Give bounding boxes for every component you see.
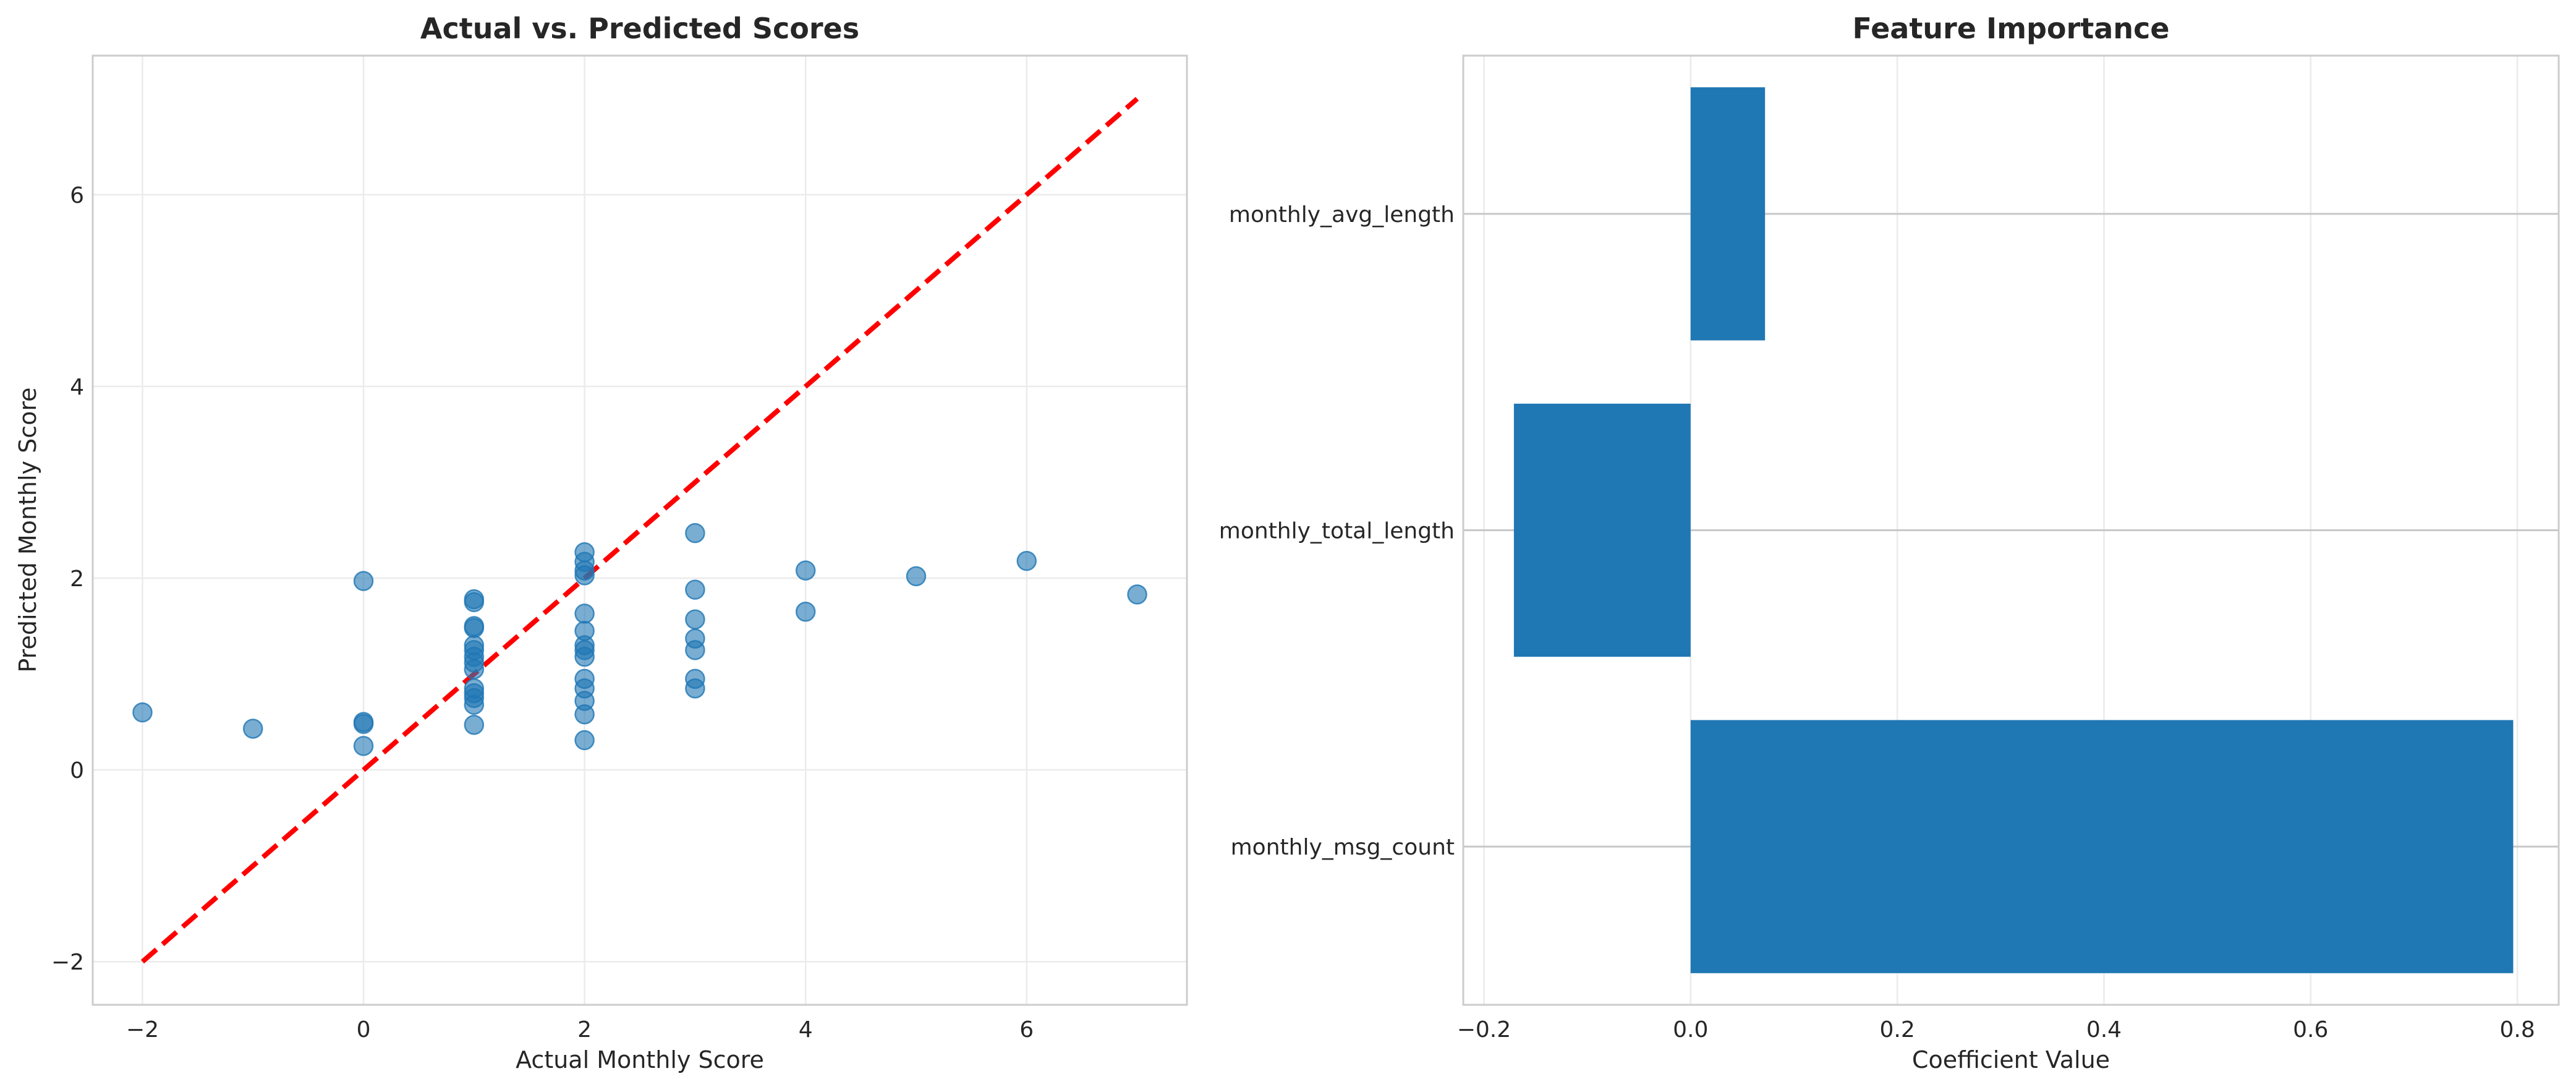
bar-x-tick-label: 0.0 — [1673, 1017, 1708, 1043]
scatter-y-tick-label: −2 — [51, 950, 84, 975]
scatter-point — [574, 730, 595, 751]
scatter-point — [1016, 550, 1037, 571]
scatter-point — [685, 609, 705, 629]
bar-x-ticks: −0.2 0.0 0.2 0.4 0.6 0.8 — [1457, 1017, 2535, 1043]
bar-category-labels: monthly_msg_count monthly_total_length mon… — [1219, 202, 1455, 860]
scatter-y-tick-label: 2 — [70, 566, 84, 592]
scatter-title: Actual vs. Predicted Scores — [420, 12, 859, 45]
scatter-reference-line — [140, 96, 1139, 964]
scatter-point — [685, 678, 705, 699]
scatter-point — [132, 702, 153, 723]
bar-bars — [1513, 87, 2514, 973]
bar-x-tick-label: 0.8 — [2499, 1017, 2535, 1043]
scatter-x-tick-label: 4 — [799, 1017, 813, 1043]
scatter-point — [795, 602, 816, 622]
bar-category-label: monthly_msg_count — [1231, 835, 1455, 860]
scatter-point — [574, 646, 595, 667]
bar-monthly_total_length — [1513, 403, 1691, 657]
scatter-y-tick-label: 0 — [70, 758, 84, 783]
scatter-point — [574, 604, 595, 624]
scatter-x-axis-label: Actual Monthly Score — [516, 1046, 764, 1073]
scatter-points — [132, 523, 1147, 756]
scatter-point — [906, 566, 927, 587]
bar-x-tick-label: −0.2 — [1457, 1017, 1511, 1043]
scatter-frame — [91, 54, 1188, 1006]
scatter-point — [464, 618, 485, 638]
scatter-x-ticks: −2 0 2 4 6 — [126, 1017, 1034, 1043]
scatter-point — [464, 694, 485, 715]
scatter-y-tick-label: 6 — [70, 183, 84, 208]
bar-x-tick-label: 0.2 — [1879, 1017, 1915, 1043]
scatter-point — [353, 714, 374, 734]
scatter-x-tick-label: 6 — [1019, 1017, 1034, 1043]
scatter-reference-line-group — [140, 96, 1139, 964]
bar-frame — [1462, 54, 2560, 1006]
scatter-x-tick-label: 0 — [357, 1017, 371, 1043]
scatter-point — [795, 560, 816, 581]
scatter-point — [1127, 584, 1147, 605]
scatter-point — [353, 571, 374, 591]
scatter-point — [574, 565, 595, 586]
scatter-y-ticks: −2 0 2 4 6 — [51, 183, 84, 975]
bar-panel: Feature Importance −0.2 0.0 0.2 0.4 0.6 0.8 m… — [1219, 12, 2560, 1073]
scatter-y-axis-label: Predicted Monthly Score — [14, 387, 41, 672]
scatter-point — [574, 704, 595, 725]
scatter-point — [685, 523, 705, 544]
scatter-y-tick-label: 4 — [70, 375, 84, 400]
bar-title: Feature Importance — [1853, 12, 2170, 45]
bar-x-axis-label: Coefficient Value — [1912, 1046, 2110, 1073]
scatter-x-tick-label: −2 — [126, 1017, 159, 1043]
scatter-panel: Actual vs. Predicted Scores −2 0 2 4 6 −2 0 2 4… — [14, 12, 1188, 1073]
bar-monthly_msg_count — [1690, 720, 2514, 973]
scatter-point — [464, 659, 485, 680]
scatter-point — [685, 579, 705, 600]
scatter-point — [353, 736, 374, 756]
bar-category-label: monthly_avg_length — [1229, 202, 1455, 228]
scatter-point — [464, 715, 485, 735]
scatter-grid — [93, 56, 1187, 1005]
scatter-point — [464, 592, 485, 613]
bar-monthly_avg_length — [1690, 87, 1766, 341]
bar-x-tick-label: 0.4 — [2086, 1017, 2122, 1043]
bar-x-tick-label: 0.6 — [2293, 1017, 2328, 1043]
bar-category-label: monthly_total_length — [1219, 519, 1455, 544]
scatter-point — [685, 640, 705, 660]
scatter-x-tick-label: 2 — [577, 1017, 592, 1043]
scatter-point — [242, 719, 263, 739]
